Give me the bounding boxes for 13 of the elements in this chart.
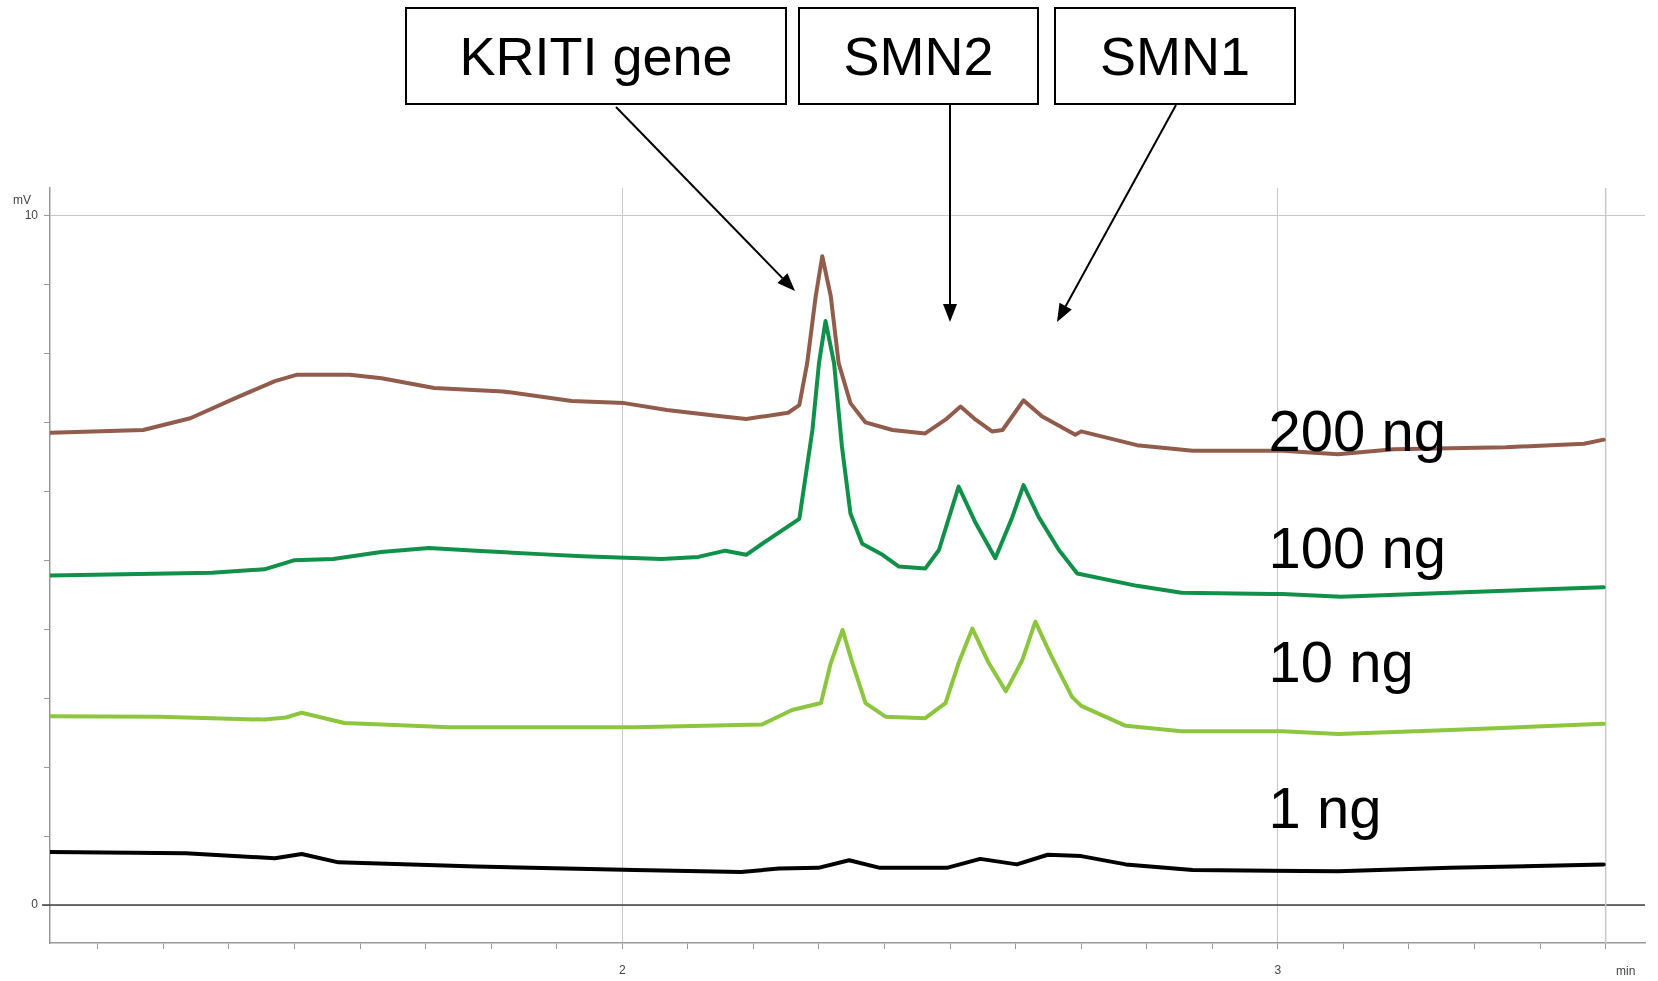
series-label: 1 ng bbox=[1268, 775, 1382, 840]
series-label: 100 ng bbox=[1268, 515, 1446, 580]
x-tick-label: 3 bbox=[1274, 962, 1282, 977]
y-axis-title: mV bbox=[13, 193, 31, 208]
x-tick-label: 2 bbox=[618, 962, 626, 977]
x-axis-title: min bbox=[1616, 964, 1636, 979]
text: SMN1 bbox=[1054, 7, 1296, 105]
series-label: 200 ng bbox=[1268, 398, 1446, 463]
y-tick-label: 10 bbox=[24, 207, 39, 222]
series-label: 10 ng bbox=[1268, 629, 1414, 694]
text: SMN2 bbox=[798, 7, 1039, 105]
text: KRITI gene bbox=[405, 7, 787, 105]
y-tick-label: 0 bbox=[31, 897, 39, 912]
